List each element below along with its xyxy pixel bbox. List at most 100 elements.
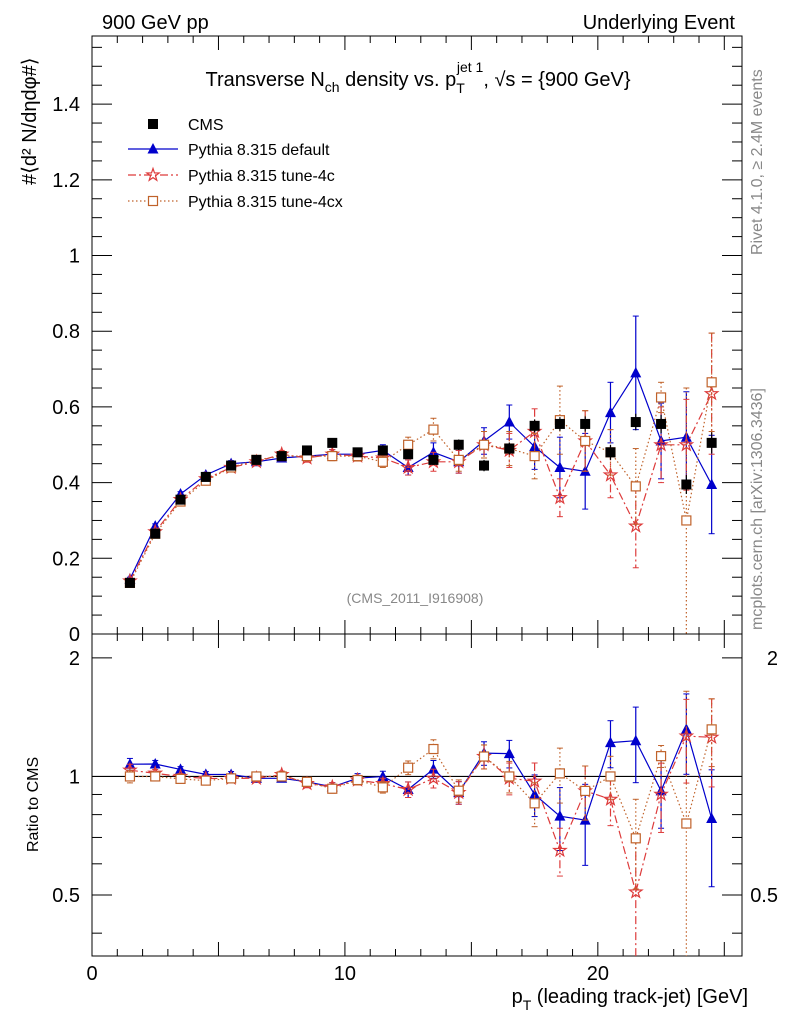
data-point-cms <box>554 418 565 429</box>
data-point-tune4c <box>552 489 568 505</box>
data-point-cms <box>124 577 135 588</box>
ratio-point-tune4c <box>653 785 669 802</box>
data-point-tune4cx <box>453 454 464 465</box>
ratio-point-tune4cx <box>175 773 186 784</box>
data-point-cms <box>251 454 262 465</box>
data-point-default <box>554 461 566 472</box>
ratio-point-tune4cx <box>529 798 540 809</box>
ratio-point-tune4cx <box>554 768 565 779</box>
data-point-tune4cx <box>377 456 388 467</box>
legend-item-tune4cx: Pythia 8.315 tune-4cx <box>128 194 343 211</box>
data-point-tune4c <box>627 517 644 533</box>
ratio-frame <box>91 633 743 957</box>
y-tick-label: 1.4 <box>52 94 80 116</box>
data-point-tune4cx <box>478 439 490 450</box>
series-layer <box>122 315 720 956</box>
data-point-tune4cx <box>580 435 591 447</box>
analysis-watermark: (CMS_2011_I916908) <box>347 590 484 606</box>
ratio-line-default <box>129 727 713 821</box>
legend-marker-tune4cx <box>147 195 159 207</box>
data-point-cms <box>504 443 515 454</box>
ratio-point-tune4cx <box>276 771 287 782</box>
y-tick-label: 0.6 <box>52 397 80 419</box>
ratio-point-tune4cx <box>605 771 616 782</box>
x-tick-label: 10 <box>334 963 356 985</box>
data-point-cms <box>529 420 540 431</box>
ratio-point-tune4cx <box>377 782 388 793</box>
ratio-point-tune4cx <box>200 775 211 786</box>
ratio-point-default <box>149 758 161 769</box>
ratio-point-default <box>604 736 616 748</box>
series-line-default <box>129 371 713 580</box>
ratio-point-default <box>503 747 515 759</box>
header-left: 900 GeV pp <box>102 12 209 34</box>
header-right: Underlying Event <box>583 12 736 34</box>
y-tick-label: 1 <box>69 246 80 268</box>
ratio-point-tune4cx <box>124 771 136 782</box>
data-point-tune4c <box>678 436 695 452</box>
legend-label: Pythia 8.315 tune-4cx <box>188 194 343 211</box>
legend-marker-tune4c <box>145 166 161 182</box>
ratio-point-tune4cx <box>453 785 464 796</box>
chart-title: Transverse Nch density vs. pTjet 1, √s =… <box>205 59 630 96</box>
data-point-default <box>604 406 616 418</box>
ratio-point-tune4cx <box>251 771 262 782</box>
ratio-point-tune4cx <box>630 833 641 844</box>
data-point-cms <box>681 479 692 490</box>
y-tick-label: 0.8 <box>52 321 80 343</box>
ratio-line-tune4cx <box>129 729 713 841</box>
ratio-point-tune4cx <box>580 785 591 797</box>
data-point-cms <box>656 418 667 429</box>
ratio-point-tune4c <box>678 727 695 743</box>
ratio-point-tune4cx <box>478 751 490 762</box>
ratio-point-default <box>630 734 642 746</box>
y-tick-label: 1.2 <box>52 170 80 192</box>
x-axis-label: pT (leading track-jet) [GeV] <box>512 986 748 1013</box>
ratio-point-tune4c <box>551 842 568 858</box>
axes-layer: 0 10 20 0 0.2 0.4 0.6 0.8 1 1.2 1.4 0.5 0.5 1 2 2 <box>52 36 778 985</box>
ratio-point-tune4c <box>425 769 442 786</box>
ratio-point-default <box>427 763 439 774</box>
ratio-point-default <box>706 812 718 823</box>
ratio-point-tune4cx <box>655 751 667 762</box>
ratio-tick-label-right: 0.5 <box>750 885 778 907</box>
data-point-cms <box>276 451 287 462</box>
legend-item-cms: CMS <box>148 117 224 134</box>
data-point-tune4c <box>400 459 417 475</box>
ratio-point-tune4cx <box>428 743 439 755</box>
data-point-cms <box>453 439 464 450</box>
legend-label: Pythia 8.315 default <box>188 142 330 159</box>
side-rivet: Rivet 4.1.0, ≥ 2.4M events <box>749 69 766 255</box>
data-point-tune4cx <box>428 424 439 435</box>
ratio-point-tune4cx <box>681 818 692 829</box>
data-point-cms <box>605 447 616 458</box>
data-point-cms <box>200 471 211 482</box>
data-point-cms <box>327 437 338 448</box>
ratio-y-axis-label: Ratio to CMS <box>25 757 42 852</box>
data-point-tune4c <box>703 385 720 401</box>
legend-item-default: Pythia 8.315 default <box>128 142 330 159</box>
data-point-tune4c <box>602 466 619 482</box>
ratio-point-tune4c <box>627 883 644 899</box>
x-tick-label: 0 <box>86 963 97 985</box>
data-point-cms <box>428 454 439 465</box>
ratio-tick-label-right: 2 <box>767 648 778 670</box>
data-point-tune4cx <box>706 377 717 388</box>
data-point-tune4cx <box>327 451 338 462</box>
data-point-tune4cx <box>630 481 641 492</box>
legend-marker-cms <box>148 119 158 129</box>
y-tick-label: 0 <box>69 624 80 646</box>
legend-marker-default <box>147 143 159 154</box>
data-point-cms <box>630 417 641 428</box>
data-point-cms <box>150 528 161 539</box>
data-point-tune4cx <box>681 515 692 526</box>
ratio-point-tune4cx <box>706 724 717 735</box>
data-point-default <box>706 478 718 489</box>
ratio-point-tune4c <box>400 781 417 797</box>
ratio-point-tune4cx <box>301 776 313 787</box>
series-line-tune4c <box>129 393 713 582</box>
ratio-tick-label: 2 <box>69 648 80 670</box>
data-point-tune4cx <box>403 439 414 450</box>
legend-item-tune4c: Pythia 8.315 tune-4c <box>128 166 335 185</box>
